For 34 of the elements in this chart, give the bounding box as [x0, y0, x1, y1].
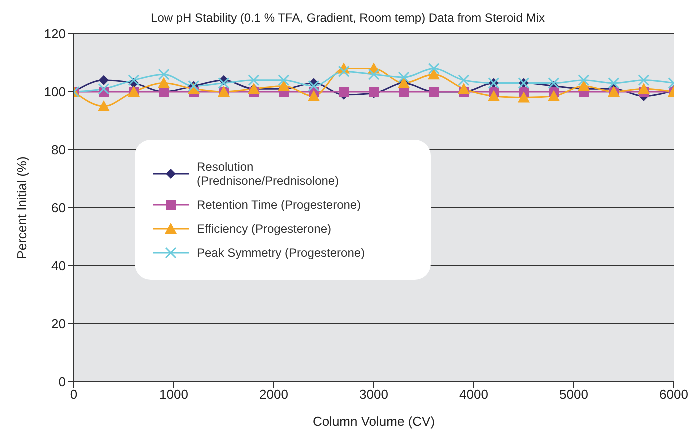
- legend-label: Efficiency (Progesterone): [197, 222, 333, 236]
- point: [548, 90, 560, 102]
- x-tick-label: 4000: [460, 387, 488, 402]
- x-tick-label: 2000: [260, 387, 288, 402]
- point: [339, 87, 349, 97]
- chart-title: Low pH Stability (0.1 % TFA, Gradient, Room temp) Data from Steroid Mix: [150, 10, 546, 27]
- x-tick-label: 1000: [160, 387, 188, 402]
- x-tick-label: 5000: [560, 387, 588, 402]
- y-tick-label: 80: [52, 142, 66, 158]
- y-tick-label: 60: [52, 200, 66, 216]
- y-axis-title: Percent Initial (%): [14, 156, 30, 260]
- point: [99, 75, 109, 86]
- y-tick-label: 20: [52, 316, 66, 332]
- y-tick-label: 0: [58, 374, 66, 390]
- point: [98, 100, 110, 112]
- point: [488, 90, 500, 102]
- point: [578, 80, 590, 92]
- legend-label: Peak Symmetry (Progesterone): [197, 246, 366, 260]
- x-tick-label: 0: [70, 387, 78, 402]
- legend-label: Retention Time (Progesterone): [197, 198, 362, 212]
- point: [308, 90, 320, 102]
- point: [428, 68, 440, 80]
- x-axis-title: Column Volume (CV): [312, 414, 436, 429]
- y-tick-label: 120: [44, 26, 66, 42]
- y-tick-label: 100: [44, 84, 66, 100]
- y-tick-label: 40: [52, 258, 66, 274]
- x-tick-label: 6000: [660, 387, 688, 402]
- point: [518, 92, 530, 103]
- point: [458, 83, 470, 94]
- legend-label: Resolution (Prednisone/Prednisolone): [197, 160, 340, 188]
- point: [158, 77, 170, 88]
- point: [278, 80, 290, 92]
- point: [638, 83, 650, 94]
- x-tick-label: 3000: [360, 387, 388, 402]
